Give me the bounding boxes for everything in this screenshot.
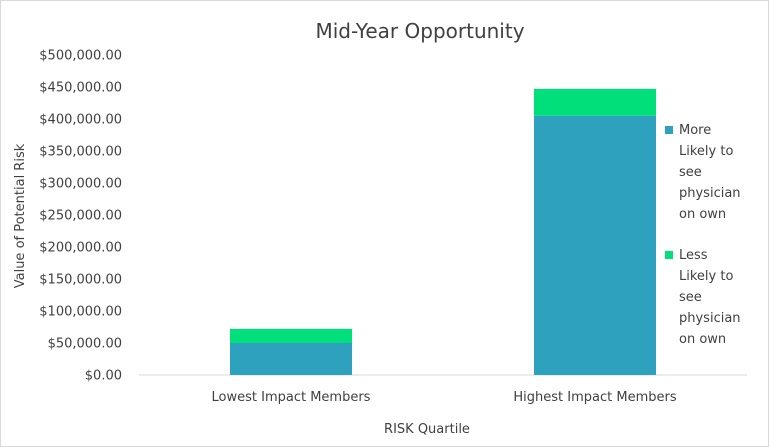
- bar-segment-more-likely: [230, 343, 352, 375]
- legend-label: More Likely to see physician on own: [679, 123, 741, 222]
- y-axis-title: Value of Potential Risk: [13, 143, 28, 288]
- chart-title: Mid-Year Opportunity: [315, 19, 524, 43]
- bar-segment-less-likely: [534, 88, 656, 116]
- y-tick-label: $150,000.00: [39, 273, 122, 288]
- y-tick-label: $200,000.00: [39, 241, 122, 256]
- bars-group: [230, 88, 656, 376]
- bar-segment-less-likely: [230, 328, 352, 343]
- legend-label: Less Likely to see physician on own: [679, 248, 741, 347]
- y-tick-label: $0.00: [85, 369, 122, 384]
- y-tick-label: $400,000.00: [39, 113, 122, 128]
- legend-swatch: [665, 251, 673, 259]
- y-tick-label: $350,000.00: [39, 145, 122, 160]
- y-tick-label: $500,000.00: [39, 49, 122, 64]
- bar-segment-more-likely: [534, 115, 656, 376]
- y-tick-label: $450,000.00: [39, 81, 122, 96]
- x-tick-label: Highest Impact Members: [513, 390, 676, 405]
- y-tick-label: $250,000.00: [39, 209, 122, 224]
- legend: More Likely to see physician on own Less Likel…: [665, 123, 741, 347]
- y-tick-label: $50,000.00: [48, 337, 122, 352]
- x-axis-labels: Lowest Impact Members Highest Impact Memb…: [212, 390, 677, 405]
- x-tick-label: Lowest Impact Members: [212, 390, 371, 405]
- legend-swatch: [665, 126, 673, 134]
- y-tick-label: $100,000.00: [39, 305, 122, 320]
- x-axis-title: RISK Quartile: [384, 422, 470, 437]
- y-axis-ticks: $0.00 $50,000.00 $100,000.00 $150,000.00 $20…: [39, 49, 122, 384]
- y-tick-label: $300,000.00: [39, 177, 122, 192]
